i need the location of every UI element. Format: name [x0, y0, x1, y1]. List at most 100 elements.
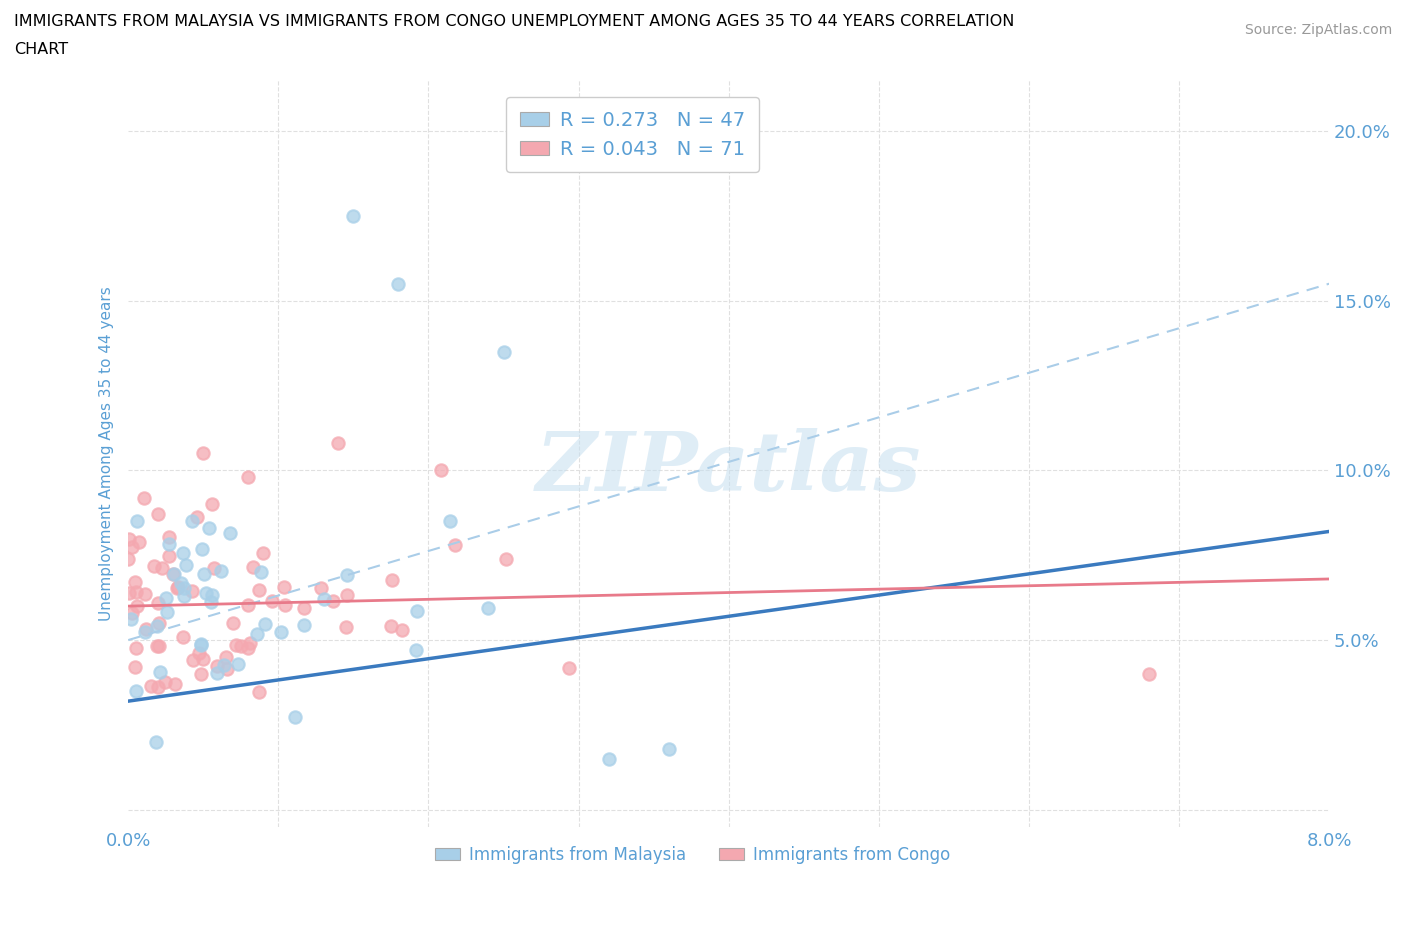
Point: [146, 680, 169, 695]
Point: [336, 568, 359, 583]
Point: [247, 684, 270, 699]
Point: [146, 507, 169, 522]
Point: [156, 604, 179, 619]
Point: [219, 525, 242, 540]
Point: [159, 530, 181, 545]
Point: [495, 551, 517, 566]
Point: [180, 583, 202, 598]
Point: [335, 619, 357, 634]
Point: [145, 735, 167, 750]
Point: [238, 470, 260, 485]
Point: [262, 593, 284, 608]
Point: [444, 538, 467, 552]
Point: [191, 542, 214, 557]
Point: [200, 595, 222, 610]
Point: [207, 666, 229, 681]
Point: [274, 598, 297, 613]
Point: [405, 604, 427, 618]
Point: [155, 674, 177, 689]
Point: [193, 566, 215, 581]
Point: [118, 531, 141, 546]
Point: [134, 587, 156, 602]
Point: [121, 605, 143, 620]
Point: [174, 558, 197, 573]
Point: [198, 521, 221, 536]
Point: [145, 638, 167, 653]
Point: [225, 638, 247, 653]
Point: [155, 591, 177, 605]
Point: [190, 666, 212, 681]
Point: [118, 586, 141, 601]
Point: [1137, 667, 1160, 682]
Point: [125, 599, 148, 614]
Point: [181, 514, 204, 529]
Point: [132, 490, 155, 505]
Point: [328, 436, 350, 451]
Point: [273, 579, 295, 594]
Point: [146, 618, 169, 633]
Point: [134, 625, 156, 640]
Point: [167, 579, 190, 594]
Point: [598, 751, 620, 766]
Point: [146, 596, 169, 611]
Point: [284, 709, 307, 724]
Point: [195, 586, 218, 601]
Text: CHART: CHART: [14, 42, 67, 57]
Point: [381, 573, 404, 588]
Point: [477, 601, 499, 616]
Point: [292, 601, 315, 616]
Point: [228, 657, 250, 671]
Point: [215, 650, 238, 665]
Point: [342, 208, 364, 223]
Point: [212, 658, 235, 672]
Point: [157, 537, 180, 551]
Point: [322, 593, 344, 608]
Point: [430, 463, 453, 478]
Point: [139, 679, 162, 694]
Point: [253, 617, 276, 631]
Point: [292, 618, 315, 632]
Point: [162, 566, 184, 581]
Point: [124, 659, 146, 674]
Point: [247, 582, 270, 597]
Point: [190, 636, 212, 651]
Point: [117, 551, 139, 566]
Point: [157, 549, 180, 564]
Point: [335, 588, 357, 603]
Point: [405, 643, 427, 658]
Point: [173, 580, 195, 595]
Point: [191, 651, 214, 666]
Point: [236, 640, 259, 655]
Point: [172, 630, 194, 644]
Point: [312, 591, 335, 606]
Text: Source: ZipAtlas.com: Source: ZipAtlas.com: [1244, 23, 1392, 37]
Point: [229, 639, 252, 654]
Point: [201, 588, 224, 603]
Point: [124, 584, 146, 599]
Point: [215, 661, 238, 676]
Point: [169, 576, 191, 591]
Point: [143, 559, 166, 574]
Point: [124, 574, 146, 589]
Point: [166, 580, 188, 595]
Point: [558, 660, 581, 675]
Point: [202, 561, 225, 576]
Point: [439, 514, 461, 529]
Legend: Immigrants from Malaysia, Immigrants from Congo: Immigrants from Malaysia, Immigrants fro…: [429, 839, 956, 870]
Point: [181, 652, 204, 667]
Point: [150, 560, 173, 575]
Point: [127, 514, 149, 529]
Point: [239, 636, 262, 651]
Point: [120, 612, 142, 627]
Point: [188, 645, 211, 660]
Point: [193, 446, 215, 461]
Point: [125, 641, 148, 656]
Point: [242, 559, 264, 574]
Point: [309, 581, 332, 596]
Point: [380, 619, 402, 634]
Point: [163, 676, 186, 691]
Y-axis label: Unemployment Among Ages 35 to 44 years: Unemployment Among Ages 35 to 44 years: [100, 286, 114, 621]
Point: [135, 621, 157, 636]
Point: [221, 616, 243, 631]
Point: [172, 546, 194, 561]
